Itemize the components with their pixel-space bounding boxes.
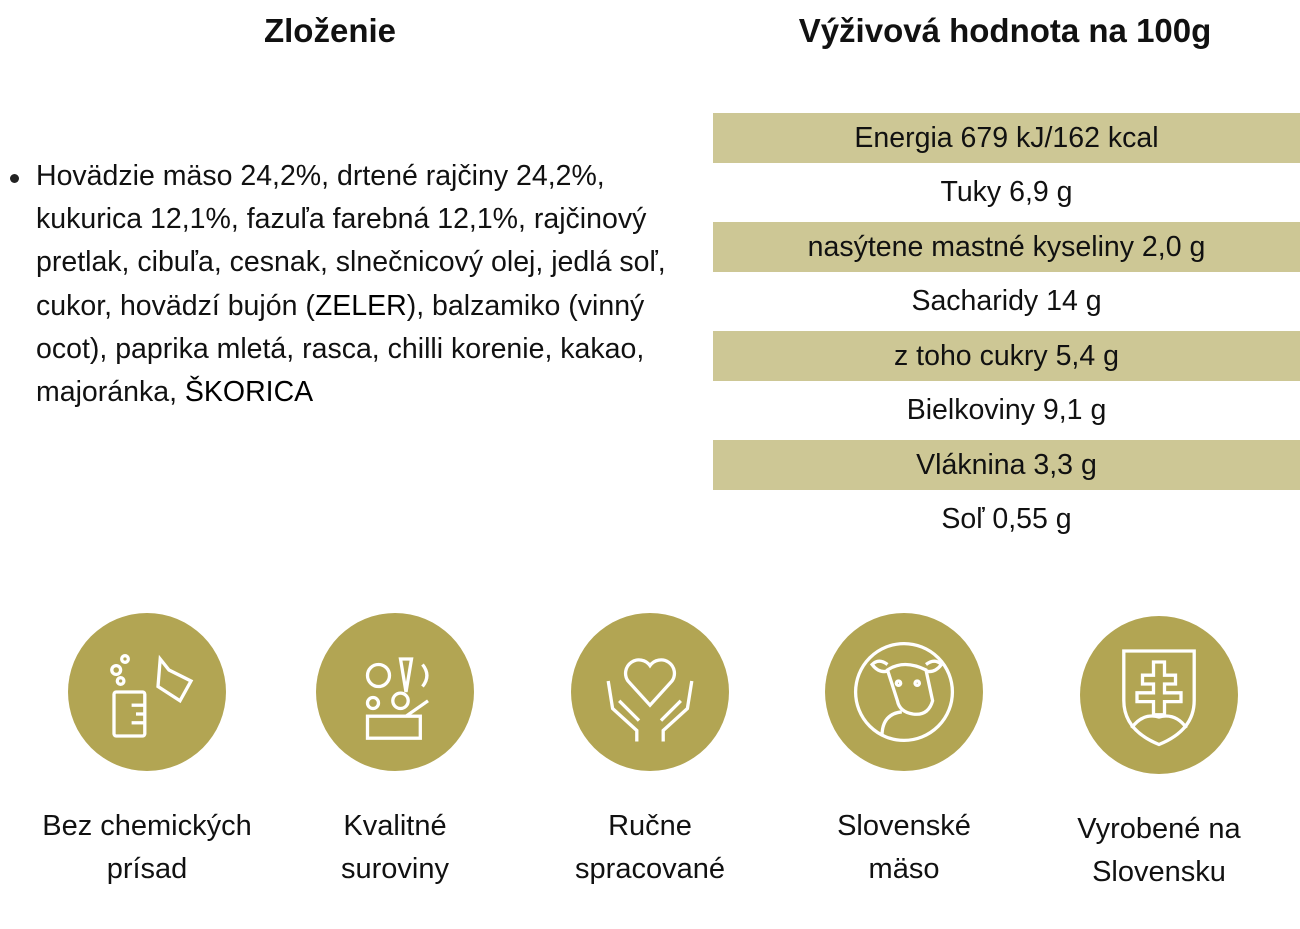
nutrition-row-salt: Soľ 0,55 g — [941, 503, 1072, 535]
nutrition-row-fat: Tuky 6,9 g — [940, 176, 1073, 208]
feature-label: Slovenské — [837, 810, 971, 842]
feature-label: suroviny — [341, 853, 449, 885]
ingredients-item: Hovädzie mäso 24,2%, drtené rajčiny 24,2… — [8, 155, 698, 414]
allergen-celery: ZELER — [314, 289, 407, 322]
feature-label: Slovensku — [1092, 856, 1226, 888]
nutrition-row-carbs: Sacharidy 14 g — [911, 285, 1102, 317]
allergen-cinnamon: ŠKORICA — [184, 376, 314, 409]
ingredients-heading: Zloženie — [263, 12, 397, 49]
feature-label: Vyrobené na — [1077, 813, 1241, 845]
ingredients-text: ), balzamiko (vinný ocot), paprika mletá… — [36, 289, 645, 409]
nutrition-row-saturated-fat: nasýtene mastné kyseliny 2,0 g — [713, 222, 1300, 272]
slovak-coat-of-arms-icon — [1122, 649, 1196, 747]
feature-handmade: Ručne spracované — [520, 613, 780, 891]
feature-label: spracované — [575, 853, 725, 885]
ingredients-list: Hovädzie mäso 24,2%, drtené rajčiny 24,2… — [8, 155, 698, 414]
cow-icon — [853, 641, 955, 743]
feature-label: mäso — [868, 853, 940, 885]
lab-flask-icon — [110, 654, 194, 738]
nutrition-row-sugars: z toho cukry 5,4 g — [713, 331, 1300, 381]
vegetables-icon — [365, 657, 429, 740]
nutrition-row-fiber: Vláknina 3,3 g — [713, 440, 1300, 490]
feature-label: Kvalitné — [343, 810, 447, 842]
feature-slovak-meat: Slovenské mäso — [774, 613, 1034, 891]
nutrition-table: Energia 679 kJ/162 kcal Tuky 6,9 g nasýt… — [713, 113, 1300, 549]
nutrition-row-energy: Energia 679 kJ/162 kcal — [713, 113, 1300, 163]
nutrition-heading: Výživová hodnota na 100g — [798, 12, 1212, 49]
feature-quality-ingredients: Kvalitné suroviny — [265, 613, 525, 891]
ingredients-text: Hovädzie mäso 24,2%, drtené rajčiny 24,2… — [36, 160, 666, 322]
feature-label: prísad — [106, 853, 188, 885]
feature-no-chemicals: Bez chemických prísad — [17, 613, 277, 891]
heart-hands-icon — [606, 658, 694, 742]
nutrition-row-protein: Bielkoviny 9,1 g — [906, 394, 1107, 426]
feature-label: Bez chemických — [42, 810, 252, 842]
feature-label: Ručne — [608, 810, 692, 842]
feature-made-in-slovakia: Vyrobené na Slovensku — [1029, 616, 1289, 894]
